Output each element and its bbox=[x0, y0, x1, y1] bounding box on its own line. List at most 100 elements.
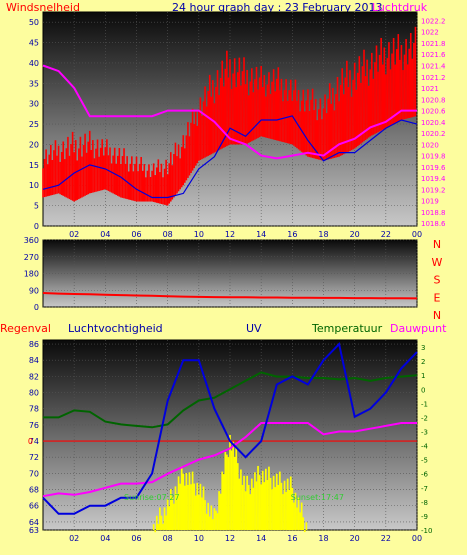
pressure-tick-label: 1019.8 bbox=[421, 153, 446, 161]
x-tick-label: 02 bbox=[69, 534, 79, 543]
rain-axis-label: 0 bbox=[28, 437, 33, 446]
humidity-tick-label: 66 bbox=[29, 502, 39, 511]
wind-tick-label: 50 bbox=[29, 18, 39, 27]
legend-temperature: Temperatuur bbox=[312, 322, 383, 335]
pressure-tick-label: 1020.2 bbox=[421, 130, 446, 138]
humidity-tick-label: 63 bbox=[29, 526, 39, 535]
wind-tick-label: 30 bbox=[29, 100, 39, 109]
legend-dewpoint: Dauwpunt bbox=[390, 322, 447, 335]
sunset-label: Sunset:17:47 bbox=[291, 493, 344, 502]
x-tick-label: 20 bbox=[350, 534, 360, 543]
temperature-tick-label: -7 bbox=[421, 485, 428, 493]
x-tick-label: 04 bbox=[100, 534, 110, 543]
compass-label: N bbox=[433, 238, 441, 251]
x-tick-label: 20 bbox=[350, 230, 360, 239]
x-tick-label: 18 bbox=[318, 534, 328, 543]
dewpoint-line bbox=[42, 422, 417, 498]
temperature-tick-label: -4 bbox=[421, 443, 429, 451]
pressure-tick-label: 1020.4 bbox=[421, 119, 446, 127]
pressure-line bbox=[42, 64, 417, 160]
humidity-tick-label: 86 bbox=[29, 340, 39, 349]
direction-tick-label: 360 bbox=[24, 236, 39, 245]
temperature-line bbox=[43, 371, 418, 429]
humidity-tick-label: 78 bbox=[29, 405, 39, 414]
x-tick-label: 00 bbox=[412, 534, 422, 543]
legend-rain: Regenval bbox=[0, 322, 51, 335]
pressure-axis-title: Luchtdruk bbox=[372, 1, 428, 14]
temperature-tick-label: -5 bbox=[421, 457, 428, 465]
wind-tick-label: 0 bbox=[34, 222, 39, 231]
humidity-tick-label: 72 bbox=[29, 453, 39, 462]
pressure-tick-label: 1020.6 bbox=[421, 108, 446, 116]
wind-tick-label: 45 bbox=[29, 39, 39, 48]
pressure-tick-label: 1019.6 bbox=[421, 164, 446, 172]
humidity-tick-label: 80 bbox=[29, 389, 39, 398]
x-tick-label: 16 bbox=[287, 534, 297, 543]
pressure-tick-label: 1019.2 bbox=[421, 186, 446, 194]
pressure-tick-label: 1020 bbox=[421, 141, 439, 149]
x-tick-label: 14 bbox=[256, 534, 266, 543]
pressure-tick-label: 1021.6 bbox=[421, 51, 446, 59]
direction-tick-label: 0 bbox=[34, 303, 39, 312]
pressure-tick-label: 1021.4 bbox=[421, 63, 446, 71]
humidity-tick-label: 82 bbox=[29, 372, 39, 381]
temperature-tick-label: -9 bbox=[421, 513, 428, 521]
wind-tick-label: 10 bbox=[29, 181, 39, 190]
x-tick-label: 00 bbox=[412, 230, 422, 239]
compass-label: E bbox=[434, 291, 441, 304]
wind-tick-label: 25 bbox=[29, 120, 39, 129]
temperature-tick-label: -8 bbox=[421, 499, 428, 507]
wind-speed-line bbox=[42, 115, 418, 199]
x-tick-label: 10 bbox=[194, 534, 204, 543]
x-tick-label: 18 bbox=[318, 230, 328, 239]
sunrise-label: Sunrise:07:27 bbox=[124, 493, 180, 502]
wind-tick-label: 15 bbox=[29, 161, 39, 170]
humidity-tick-label: 64 bbox=[29, 518, 39, 527]
x-tick-label: 14 bbox=[256, 230, 266, 239]
compass-label: S bbox=[434, 274, 441, 287]
direction-tick-label: 90 bbox=[29, 286, 39, 295]
x-tick-label: 04 bbox=[100, 230, 110, 239]
temperature-tick-label: -1 bbox=[421, 400, 428, 408]
pressure-tick-label: 1022.2 bbox=[421, 17, 446, 25]
x-tick-label: 02 bbox=[69, 230, 79, 239]
humidity-tick-label: 76 bbox=[29, 421, 39, 430]
pressure-tick-label: 1022 bbox=[421, 29, 439, 37]
temperature-tick-label: -2 bbox=[421, 414, 428, 422]
temperature-tick-label: -10 bbox=[421, 527, 432, 535]
compass-label: N bbox=[433, 309, 441, 322]
humidity-tick-label: 68 bbox=[29, 486, 39, 495]
x-tick-label: 16 bbox=[287, 230, 297, 239]
pressure-tick-label: 1021.8 bbox=[421, 40, 446, 48]
wind-tick-label: 5 bbox=[34, 202, 39, 211]
humidity-tick-label: 84 bbox=[29, 356, 39, 365]
temperature-tick-label: -6 bbox=[421, 471, 429, 479]
x-tick-label: 06 bbox=[131, 534, 141, 543]
direction-tick-label: 270 bbox=[24, 253, 39, 262]
wind-tick-label: 35 bbox=[29, 79, 39, 88]
wind-direction-line bbox=[42, 292, 418, 300]
wind-tick-label: 20 bbox=[29, 140, 39, 149]
direction-tick-label: 180 bbox=[24, 270, 39, 279]
x-tick-label: 08 bbox=[163, 534, 173, 543]
pressure-tick-label: 1018.8 bbox=[421, 209, 446, 217]
pressure-tick-label: 1018.6 bbox=[421, 220, 446, 228]
compass-label: W bbox=[432, 256, 443, 269]
x-tick-label: 12 bbox=[225, 230, 235, 239]
pressure-tick-label: 1019 bbox=[421, 198, 439, 206]
x-tick-label: 22 bbox=[381, 534, 391, 543]
pressure-tick-label: 1020.8 bbox=[421, 96, 446, 104]
pressure-tick-label: 1021 bbox=[421, 85, 439, 93]
chart-title: 24 hour graph day : 23 February 2013 bbox=[172, 1, 383, 14]
humidity-tick-label: 70 bbox=[29, 469, 39, 478]
pressure-tick-label: 1019.4 bbox=[421, 175, 446, 183]
temperature-tick-label: 0 bbox=[421, 386, 425, 394]
temperature-tick-label: 3 bbox=[421, 344, 425, 352]
legend-humidity: Luchtvochtigheid bbox=[68, 322, 163, 335]
x-tick-label: 06 bbox=[131, 230, 141, 239]
wind-tick-label: 40 bbox=[29, 59, 39, 68]
x-tick-label: 22 bbox=[381, 230, 391, 239]
humidity-tick-label: 74 bbox=[29, 437, 39, 446]
pressure-tick-label: 1021.2 bbox=[421, 74, 446, 82]
